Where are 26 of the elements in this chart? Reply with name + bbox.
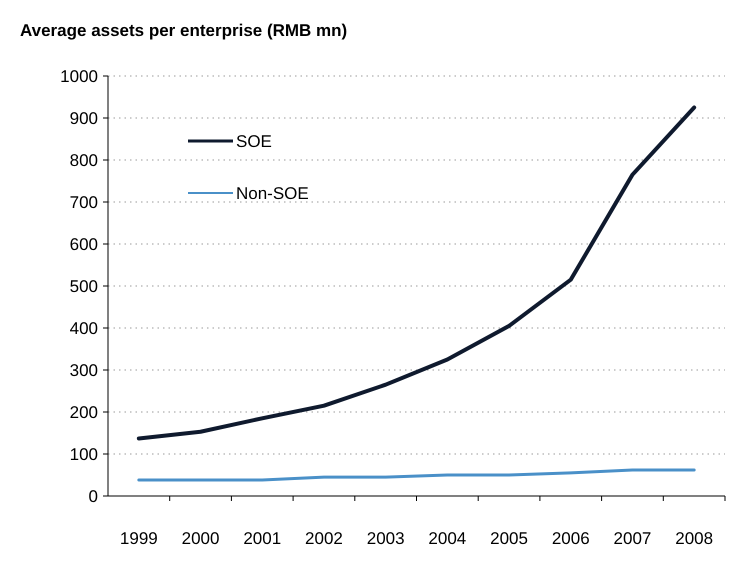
- y-tick-label: 700: [70, 192, 98, 212]
- y-tick-label: 500: [70, 276, 98, 296]
- x-tick-label: 2007: [614, 529, 652, 548]
- y-tick-label: 800: [70, 150, 98, 170]
- legend-label: SOE: [236, 132, 272, 151]
- line-series: [136, 106, 696, 440]
- x-tick-label: 2008: [675, 529, 714, 548]
- x-tick-label: 2006: [552, 529, 590, 548]
- y-tick-label: 200: [70, 402, 98, 422]
- chart-title: Average assets per enterprise (RMB mn): [20, 21, 348, 40]
- y-tick-label: 0: [88, 486, 98, 506]
- x-tick-label: 2000: [182, 529, 220, 548]
- y-tick-label: 900: [70, 108, 98, 128]
- x-tick-label: 2001: [243, 529, 282, 548]
- y-tick-label: 600: [70, 234, 98, 254]
- x-tick-label: 2005: [490, 529, 528, 548]
- y-tick-label: 1000: [60, 66, 98, 86]
- y-tick-label: 300: [70, 360, 98, 380]
- x-tick-label: 2003: [366, 529, 405, 548]
- y-tick-label: 400: [70, 318, 98, 338]
- x-tick-label: 1999: [120, 529, 158, 548]
- x-tick-label: 2004: [428, 529, 466, 548]
- line-series: [137, 468, 696, 482]
- y-tick-label: 100: [70, 444, 98, 464]
- x-tick-label: 2002: [305, 529, 343, 548]
- legend-label: Non-SOE: [236, 184, 309, 203]
